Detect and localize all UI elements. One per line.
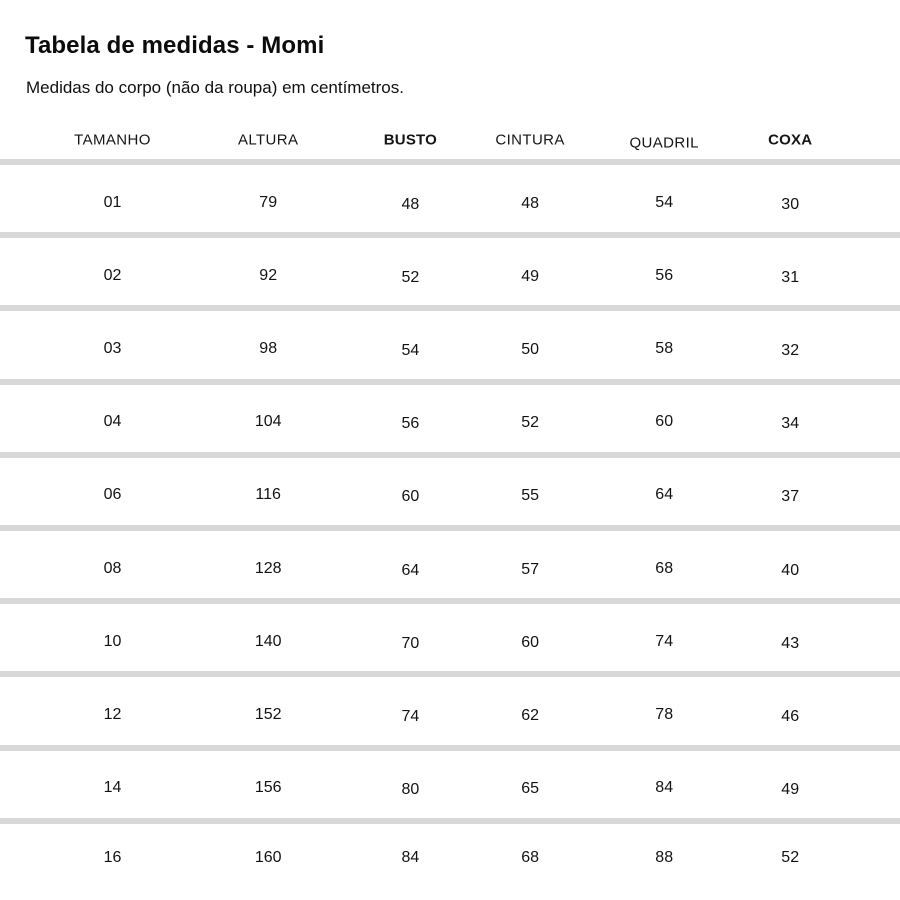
- cell-coxa: 46: [781, 707, 800, 725]
- cell-altura: 128: [254, 559, 282, 577]
- table-row: 12 152 74 62 78 46: [0, 677, 900, 751]
- cell-tamanho: 02: [103, 266, 122, 284]
- table-body: 01 79 48 48 54 30 02 92 52 49 56 31 03 98 54 50 58 32 04 10…: [0, 165, 900, 899]
- cell-tamanho: 16: [103, 849, 122, 867]
- cell-altura: 98: [259, 339, 278, 357]
- cell-coxa: 30: [781, 195, 800, 213]
- cell-busto: 84: [401, 849, 420, 867]
- cell-coxa: 31: [781, 268, 800, 286]
- cell-altura: 160: [254, 849, 282, 867]
- cell-quadril: 84: [655, 779, 674, 797]
- cell-busto: 70: [401, 634, 420, 652]
- cell-tamanho: 01: [103, 193, 122, 211]
- cell-quadril: 88: [655, 849, 674, 867]
- cell-quadril: 64: [655, 486, 674, 504]
- page-title: Tabela de medidas - Momi: [25, 32, 325, 59]
- cell-coxa: 52: [781, 849, 800, 867]
- table-row: 02 92 52 49 56 31: [0, 238, 900, 312]
- cell-altura: 92: [259, 266, 278, 284]
- cell-altura: 140: [254, 632, 282, 650]
- cell-altura: 104: [254, 413, 282, 431]
- cell-cintura: 48: [521, 194, 539, 212]
- table-row: 08 128 64 57 68 40: [0, 531, 900, 605]
- cell-busto: 56: [401, 415, 420, 433]
- cell-tamanho: 12: [103, 705, 122, 723]
- table-header-row: TAMANHO ALTURA BUSTO CINTURA QUADRIL COXA: [0, 120, 900, 165]
- cell-quadril: 68: [655, 559, 674, 577]
- cell-coxa: 40: [781, 561, 800, 579]
- table-row: 14 156 80 65 84 49: [0, 751, 900, 824]
- cell-tamanho: 06: [103, 486, 122, 504]
- table-row: 01 79 48 48 54 30: [0, 165, 900, 239]
- size-table: TAMANHO ALTURA BUSTO CINTURA QUADRIL COXA 01 7…: [0, 120, 900, 899]
- cell-coxa: 34: [781, 415, 800, 433]
- cell-cintura: 50: [521, 340, 539, 358]
- cell-tamanho: 08: [103, 559, 122, 577]
- cell-busto: 74: [401, 707, 420, 725]
- cell-quadril: 56: [655, 266, 674, 284]
- column-header-altura: ALTURA: [237, 131, 299, 148]
- cell-coxa: 37: [781, 488, 800, 506]
- cell-cintura: 68: [521, 849, 539, 867]
- table-row: 06 116 60 55 64 37: [0, 458, 900, 531]
- table-row: 10 140 70 60 74 43: [0, 604, 900, 678]
- cell-altura: 79: [259, 193, 278, 211]
- cell-cintura: 49: [521, 267, 539, 285]
- cell-cintura: 60: [521, 633, 539, 651]
- table-row: 04 104 56 52 60 34: [0, 385, 900, 458]
- cell-busto: 60: [401, 488, 420, 506]
- cell-cintura: 65: [521, 780, 539, 798]
- cell-tamanho: 14: [103, 779, 122, 797]
- cell-altura: 152: [254, 705, 282, 723]
- cell-altura: 156: [254, 779, 282, 797]
- page-subtitle: Medidas do corpo (não da roupa) em centí…: [26, 78, 404, 97]
- cell-quadril: 54: [655, 193, 674, 211]
- column-header-coxa: COXA: [768, 131, 813, 148]
- cell-coxa: 49: [781, 781, 800, 799]
- cell-busto: 48: [401, 195, 420, 213]
- cell-quadril: 74: [655, 632, 674, 650]
- cell-cintura: 62: [521, 706, 539, 724]
- cell-tamanho: 03: [103, 339, 122, 357]
- cell-quadril: 58: [655, 339, 674, 357]
- column-header-busto: BUSTO: [383, 131, 438, 148]
- column-header-cintura: CINTURA: [495, 131, 565, 148]
- cell-cintura: 55: [521, 487, 539, 505]
- cell-quadril: 60: [655, 413, 674, 431]
- cell-cintura: 57: [521, 560, 539, 578]
- table-row: 03 98 54 50 58 32: [0, 311, 900, 385]
- cell-tamanho: 10: [103, 632, 122, 650]
- cell-coxa: 43: [781, 634, 800, 652]
- cell-busto: 54: [401, 341, 420, 359]
- cell-quadril: 78: [655, 705, 674, 723]
- cell-busto: 80: [401, 781, 420, 799]
- table-row: 16 160 84 68 88 52: [0, 824, 900, 899]
- cell-cintura: 52: [521, 414, 539, 432]
- cell-busto: 52: [401, 268, 420, 286]
- column-header-quadril: QUADRIL: [629, 134, 699, 151]
- cell-altura: 116: [255, 486, 281, 504]
- column-header-tamanho: TAMANHO: [74, 131, 151, 148]
- cell-tamanho: 04: [103, 413, 122, 431]
- cell-coxa: 32: [781, 341, 800, 359]
- cell-busto: 64: [401, 561, 420, 579]
